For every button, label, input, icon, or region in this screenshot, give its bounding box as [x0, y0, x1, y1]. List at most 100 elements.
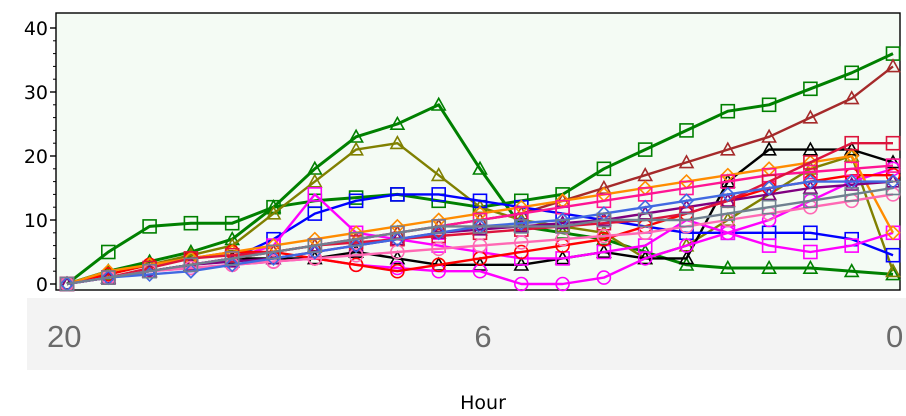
data-point [885, 180, 901, 196]
data-point [803, 81, 818, 97]
data-point [803, 155, 818, 170]
data-point [844, 187, 860, 202]
data-point [844, 65, 860, 81]
data-point [348, 193, 364, 209]
data-point [307, 244, 323, 260]
data-point [431, 187, 447, 202]
data-point [142, 219, 157, 234]
data-point [885, 247, 901, 263]
data-point [390, 263, 405, 279]
data-point [472, 160, 488, 175]
data-point [844, 135, 860, 151]
data-point [430, 96, 447, 111]
series-group [59, 46, 901, 292]
data-point [389, 231, 406, 247]
data-point [885, 225, 901, 241]
data-point [885, 154, 901, 169]
data-point [803, 244, 818, 260]
data-point [306, 173, 323, 188]
data-point [637, 251, 653, 266]
data-point [348, 141, 364, 156]
data-point [761, 259, 777, 275]
data-point [802, 179, 819, 194]
x-tick-label: 6 [474, 319, 491, 354]
data-point [843, 263, 860, 278]
data-point [183, 215, 199, 231]
plot-background [55, 12, 901, 291]
data-point [430, 167, 447, 182]
data-point [761, 97, 777, 113]
data-point [885, 158, 901, 173]
data-point [431, 241, 447, 257]
data-point [679, 238, 694, 253]
x-tick-label: 20 [47, 319, 81, 354]
data-point [431, 225, 447, 241]
data-point [637, 142, 653, 157]
data-point [885, 263, 901, 278]
data-point [596, 270, 612, 285]
y-tick-label: 10 [24, 210, 48, 232]
data-point [885, 266, 901, 281]
data-point [389, 115, 406, 130]
data-point [761, 141, 777, 156]
data-point [720, 103, 736, 119]
series-line [66, 103, 894, 286]
data-point [885, 58, 901, 73]
data-point [555, 219, 570, 234]
data-point [307, 187, 323, 202]
data-point [678, 154, 695, 169]
data-point [679, 123, 694, 138]
data-point [348, 231, 364, 247]
data-point [720, 206, 736, 221]
data-point [719, 259, 736, 275]
data-point [431, 257, 447, 273]
data-point [183, 257, 199, 273]
data-point [761, 186, 777, 201]
data-point [101, 244, 116, 260]
data-point [389, 135, 406, 150]
data-point [307, 238, 323, 253]
data-point [265, 205, 282, 220]
data-point [101, 270, 116, 285]
data-point [348, 237, 364, 254]
data-point [803, 193, 818, 209]
data-point [266, 244, 281, 260]
data-point [390, 225, 405, 241]
x-axis-label: Hour [460, 392, 506, 414]
series-line [66, 193, 894, 286]
data-point [59, 276, 75, 292]
data-point [513, 235, 529, 250]
data-point [803, 225, 818, 241]
data-point [431, 219, 447, 234]
data-point [720, 186, 736, 203]
data-point [142, 263, 157, 279]
series-line [66, 186, 894, 286]
data-point [513, 219, 529, 234]
data-point [513, 276, 529, 292]
data-point [596, 228, 612, 244]
data-point [761, 199, 777, 215]
data-point [596, 161, 612, 177]
data-point [844, 238, 860, 253]
y-tick-label: 30 [24, 82, 48, 104]
y-tick-label: 20 [24, 146, 48, 168]
y-tick-label: 0 [36, 274, 48, 296]
data-point [224, 257, 240, 273]
data-point [348, 257, 364, 273]
data-point [555, 276, 570, 292]
data-point [348, 247, 364, 263]
data-point [596, 212, 612, 228]
data-point [265, 250, 282, 267]
data-point [513, 244, 529, 260]
data-point [761, 238, 777, 253]
data-point [678, 250, 695, 265]
data-point [224, 215, 240, 231]
data-point [390, 187, 405, 202]
data-point [266, 254, 281, 269]
data-point [513, 215, 529, 231]
x-axis-label-band [27, 298, 906, 370]
data-point [719, 141, 736, 156]
data-point [637, 212, 653, 228]
data-point [678, 193, 695, 209]
